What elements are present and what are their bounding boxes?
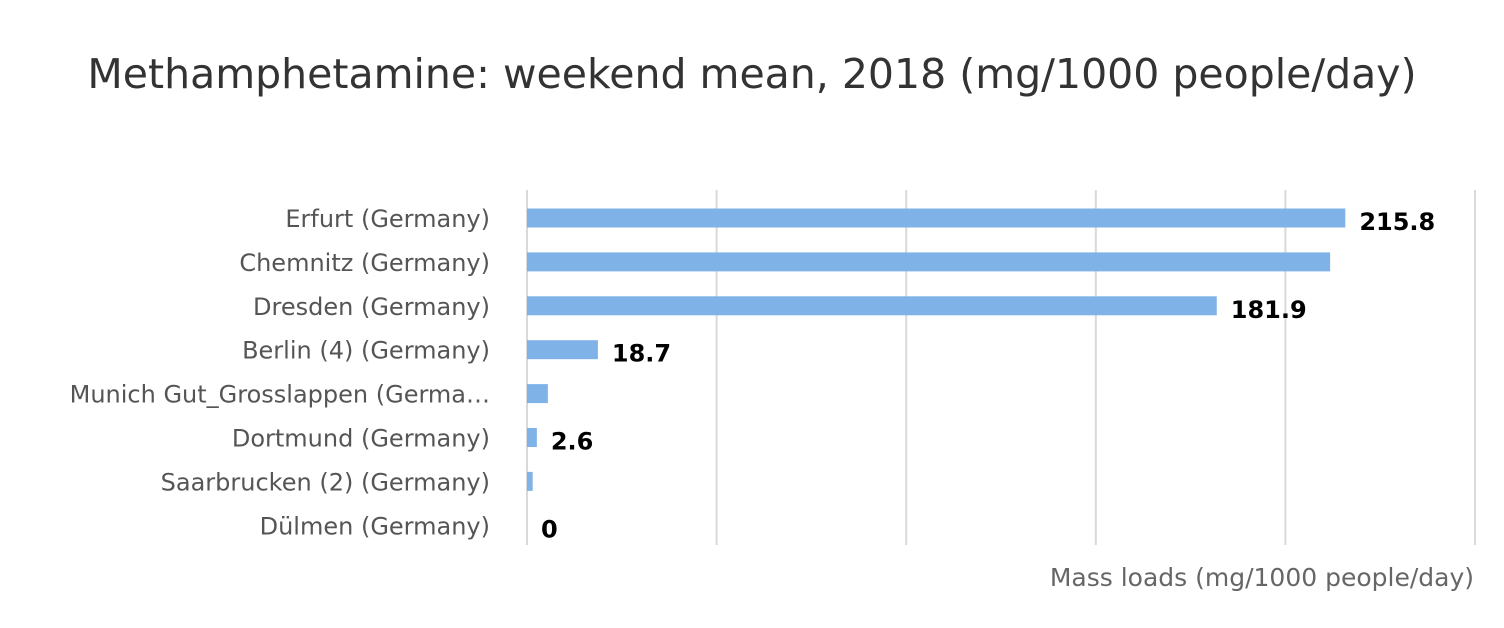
data-label-2: 181.9 (1231, 296, 1307, 324)
category-label-4: Munich Gut_Grosslappen (Germa… (70, 381, 490, 409)
bar-6 (527, 471, 533, 491)
gridlines (526, 190, 1476, 545)
data-label-5: 2.6 (551, 428, 594, 456)
bar-0 (527, 208, 1346, 228)
category-label-3: Berlin (4) (Germany) (242, 337, 490, 365)
category-labels: Erfurt (Germany) Chemnitz (Germany) Dresde… (70, 205, 490, 540)
bars (527, 208, 1346, 491)
category-label-5: Dortmund (Germany) (232, 425, 490, 453)
chart-title: Methamphetamine: weekend mean, 2018 (mg/… (87, 50, 1417, 98)
category-label-2: Dresden (Germany) (253, 293, 490, 321)
bar-3 (527, 340, 598, 360)
bar-1 (527, 252, 1331, 272)
bar-2 (527, 296, 1217, 316)
data-label-3: 18.7 (612, 340, 671, 368)
category-label-0: Erfurt (Germany) (285, 205, 490, 233)
category-label-1: Chemnitz (Germany) (239, 249, 490, 277)
category-label-6: Saarbrucken (2) (Germany) (161, 468, 490, 496)
data-labels: 215.8 181.9 18.7 2.6 0 (541, 208, 1435, 543)
x-axis-title: Mass loads (mg/1000 people/day) (1050, 563, 1474, 592)
data-label-7: 0 (541, 515, 558, 543)
category-label-7: Dülmen (Germany) (260, 512, 490, 540)
bar-4 (527, 384, 548, 404)
bar-5 (527, 428, 537, 447)
data-label-0: 215.8 (1359, 208, 1435, 236)
